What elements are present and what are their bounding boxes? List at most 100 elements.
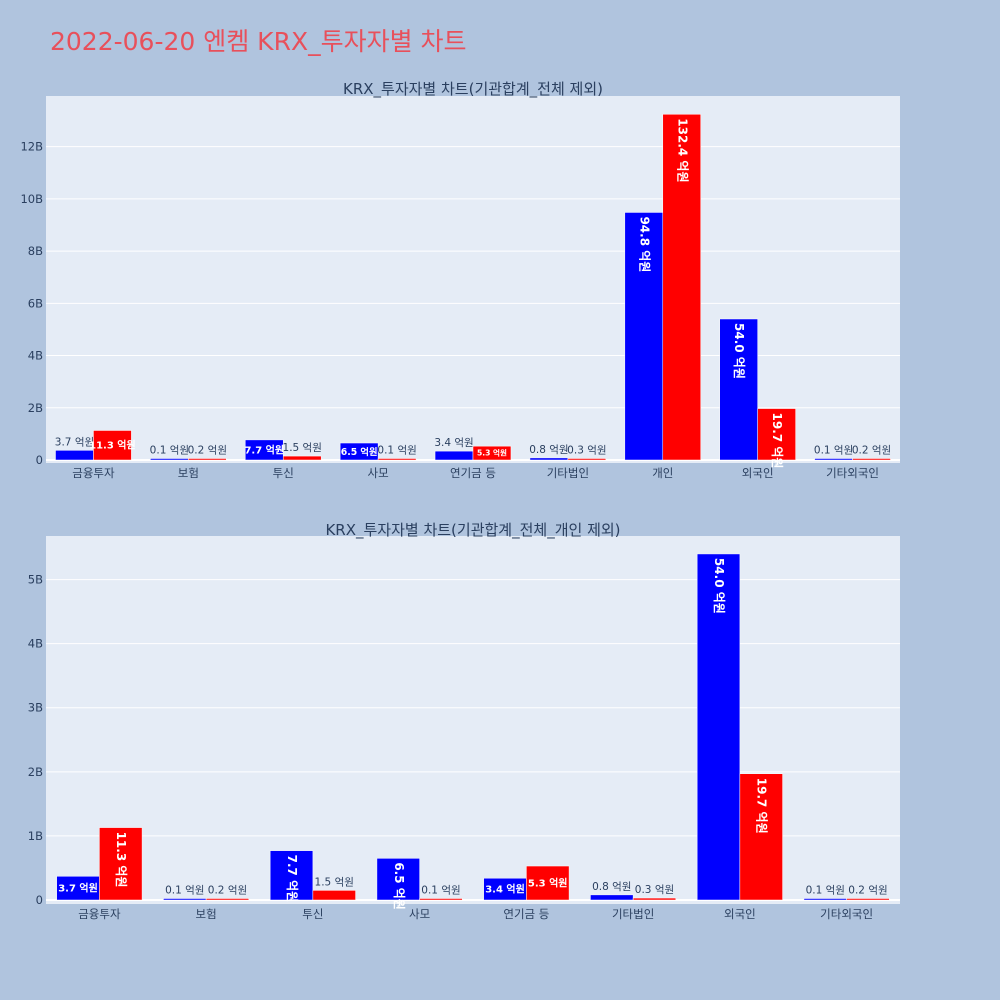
chart-2: 0 1B 2B 3B 4B 5B KRX_투자자별 차트(기관합계_전체_개인 제외) 금융투… — [28, 521, 900, 921]
x-tick-label: 기타법인 — [547, 466, 589, 480]
x-tick-label: 외국인 — [724, 907, 756, 921]
bar — [163, 898, 207, 901]
x-tick-label: 보험 — [178, 466, 199, 480]
chart-title: KRX_투자자별 차트(기관합계_전체 제외) — [343, 80, 603, 99]
bar — [188, 458, 227, 461]
bar — [419, 898, 463, 901]
x-tick-label: 연기금 등 — [450, 466, 496, 480]
x-tick-label: 연기금 등 — [503, 907, 549, 921]
chart-title: KRX_투자자별 차트(기관합계_전체_개인 제외) — [325, 521, 620, 540]
data-label: 132.4 억원 — [675, 118, 689, 182]
bar — [662, 114, 701, 461]
bar — [632, 897, 677, 901]
bar — [269, 850, 314, 901]
data-label: 7.7 억원 — [244, 443, 284, 456]
bar — [846, 898, 890, 901]
bar — [245, 439, 284, 461]
data-label: 54.0 억원 — [712, 558, 726, 614]
x-tick-label: 기타외국인 — [826, 466, 879, 480]
x-tick-label: 투신 — [302, 907, 323, 921]
data-label: 0.3 억원 — [635, 884, 674, 896]
data-label: 0.8 억원 — [529, 444, 568, 456]
data-label: 0.1 억원 — [421, 885, 460, 897]
y-tick-label: 12B — [20, 140, 43, 154]
data-label: 11.3 억원 — [89, 439, 136, 452]
data-label: 0.8 억원 — [592, 881, 631, 893]
data-label: 19.7 억원 — [770, 413, 784, 469]
x-tick-label: 기타외국인 — [820, 907, 873, 921]
data-label: 94.8 억원 — [637, 216, 651, 272]
page-title: 2022-06-20 엔켐 KRX_투자자별 차트 — [50, 27, 467, 56]
data-label: 54.0 억원 — [732, 323, 746, 379]
data-label: 3.4 억원 — [485, 883, 525, 896]
y-tick-label: 0 — [36, 893, 43, 907]
bar — [312, 890, 356, 901]
bar — [739, 773, 783, 901]
x-tick-label: 투신 — [273, 466, 294, 480]
x-tick-label: 금융투자 — [72, 466, 115, 480]
bar — [814, 458, 853, 461]
bar — [803, 898, 847, 901]
x-tick-label: 외국인 — [742, 466, 774, 480]
bar — [852, 458, 891, 461]
y-tick-label: 2B — [28, 765, 43, 779]
x-tick-label: 사모 — [368, 466, 389, 480]
data-label: 7.7 억원 — [285, 855, 299, 903]
data-label: 5.3 억원 — [528, 877, 568, 890]
data-label: 0.1 억원 — [165, 885, 204, 897]
x-tick-label: 개인 — [652, 466, 673, 480]
data-label: 1.5 억원 — [283, 442, 322, 454]
x-tick-label: 보험 — [196, 907, 217, 921]
x-tick-label: 기타법인 — [612, 907, 654, 921]
bar — [696, 553, 741, 901]
y-tick-label: 1B — [28, 829, 43, 843]
bar — [99, 827, 143, 901]
x-tick-label: 사모 — [409, 907, 430, 921]
data-label: 11.3 억원 — [114, 832, 128, 888]
y-tick-label: 6B — [28, 296, 43, 310]
bar — [55, 450, 94, 461]
bar — [624, 212, 664, 461]
chart-1: 0 2B 4B 6B 8B 10B 12B KRX_투자자별 차트(기관합계_전체 제외) 금융… — [20, 80, 900, 480]
data-label: 0.1 억원 — [806, 885, 845, 897]
data-label: 0.1 억원 — [150, 445, 189, 457]
data-label: 0.2 억원 — [852, 445, 891, 457]
y-tick-label: 4B — [28, 637, 43, 651]
data-label: 5.3 억원 — [477, 448, 507, 458]
y-tick-label: 10B — [20, 192, 43, 206]
bar — [93, 430, 132, 461]
bar — [377, 458, 417, 461]
bar — [757, 408, 796, 461]
bar — [590, 894, 634, 901]
bar — [719, 318, 758, 461]
y-tick-label: 4B — [28, 349, 43, 363]
bar — [376, 858, 420, 901]
bar — [567, 458, 607, 461]
y-tick-label: 8B — [28, 244, 43, 258]
bar — [434, 450, 474, 461]
y-tick-label: 3B — [28, 701, 43, 715]
bar — [205, 898, 250, 901]
bar — [526, 865, 570, 901]
bar — [150, 458, 189, 461]
bar — [529, 457, 569, 461]
data-label: 0.2 억원 — [848, 885, 887, 897]
data-label: 0.1 억원 — [377, 445, 416, 457]
y-tick-label: 2B — [28, 401, 43, 415]
data-label: 3.7 억원 — [55, 436, 94, 448]
data-label: 6.5 억원 — [341, 446, 378, 458]
data-label: 19.7 억원 — [755, 778, 769, 834]
data-label: 0.3 억원 — [567, 445, 606, 457]
bar — [282, 455, 322, 461]
data-label: 3.7 억원 — [58, 882, 98, 895]
data-label: 1.5 억원 — [315, 876, 354, 888]
data-label: 0.2 억원 — [208, 885, 247, 897]
y-tick-label: 0 — [36, 453, 43, 467]
y-tick-label: 5B — [28, 573, 43, 587]
data-label: 3.4 억원 — [434, 437, 473, 449]
x-tick-label: 금융투자 — [78, 907, 121, 921]
bar — [339, 442, 379, 461]
bar — [472, 445, 512, 461]
data-label: 6.5 억원 — [392, 862, 406, 910]
